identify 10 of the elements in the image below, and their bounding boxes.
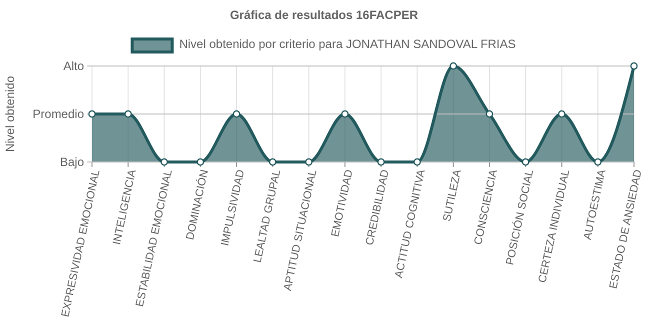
x-tick-label: POSICIÓN SOCIAL	[503, 168, 536, 266]
x-tick-label: SUTILEZA	[441, 168, 464, 223]
x-tick-label: ESTADO DE ANSIEDAD	[608, 168, 645, 290]
ref-line-label: Promedio	[32, 107, 84, 122]
ref-line-label: Alto	[63, 59, 84, 74]
y-axis-title: Nivel obtenido	[3, 76, 17, 152]
x-tick-label: LEALTAD GRUPAL	[252, 168, 284, 264]
ref-line-label: Bajo	[60, 155, 84, 170]
chart-title: Gráfica de resultados 16FACPER	[230, 8, 418, 22]
legend-label: Nivel obtenido por criterio para JONATHAN SANDOVAL FRIAS	[179, 37, 516, 51]
